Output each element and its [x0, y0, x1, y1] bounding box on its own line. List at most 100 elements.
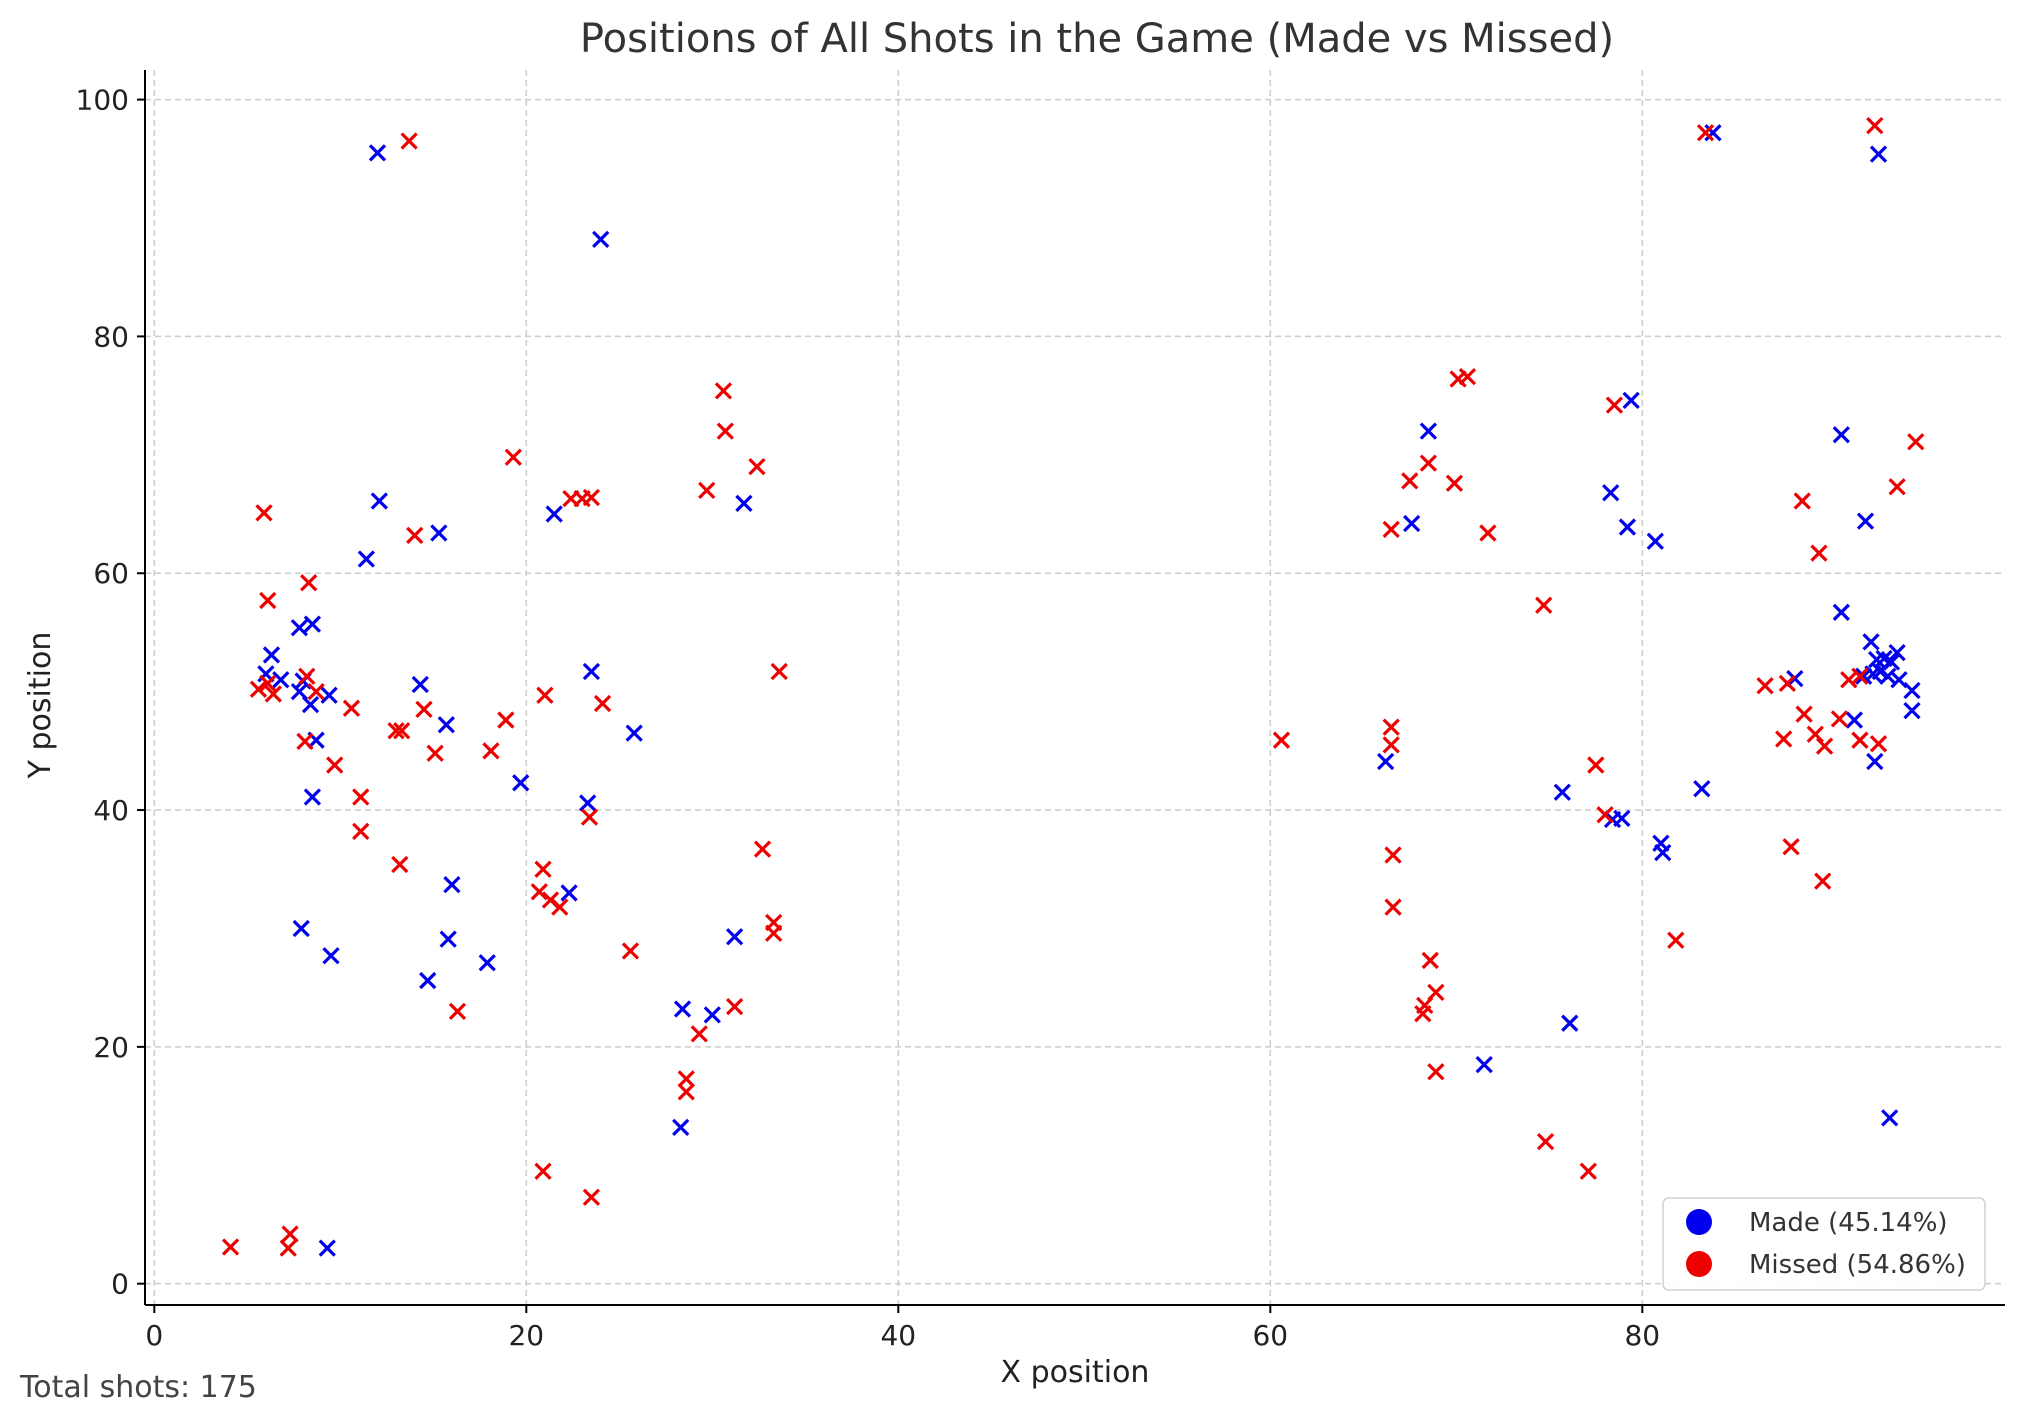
missed-shot-marker	[417, 702, 432, 717]
x-tick-label: 40	[880, 1319, 916, 1352]
made-shot-marker	[1378, 754, 1393, 769]
made-shot-marker	[1882, 1110, 1897, 1125]
made-shot-marker	[1555, 785, 1570, 800]
y-tick-label: 0	[111, 1268, 129, 1301]
missed-shot-marker	[1423, 953, 1438, 968]
made-shot-marker	[1404, 516, 1419, 531]
missed-shot-marker	[1538, 1134, 1553, 1149]
missed-shot-marker	[1852, 733, 1867, 748]
made-shot-marker	[294, 921, 309, 936]
missed-shot-marker	[1908, 434, 1923, 449]
missed-shot-marker	[297, 734, 312, 749]
made-shot-marker	[547, 507, 562, 522]
missed-shot-marker	[1758, 678, 1773, 693]
made-shot-marker	[292, 620, 307, 635]
missed-shot-marker	[1386, 848, 1401, 863]
legend: Made (45.14%) Missed (54.86%)	[1663, 1198, 1985, 1290]
missed-shot-marker	[353, 790, 368, 805]
missed-shot-marker	[1780, 676, 1795, 691]
made-shot-marker	[1864, 634, 1879, 649]
missed-shot-marker	[755, 842, 770, 857]
missed-shot-marker	[1402, 473, 1417, 488]
axes	[137, 70, 2005, 1313]
missed-shot-marker	[1384, 522, 1399, 537]
made-shot-marker	[1905, 683, 1920, 698]
missed-shot-marker	[1817, 739, 1832, 754]
missed-shot-marker	[1428, 1064, 1443, 1079]
made-shot-marker	[1620, 520, 1635, 535]
made-shot-marker	[444, 877, 459, 892]
made-shot-marker	[359, 552, 374, 567]
missed-shot-marker	[1776, 732, 1791, 747]
made-shot-marker	[305, 617, 320, 632]
missed-shot-marker	[1386, 900, 1401, 915]
made-shot-marker	[1603, 485, 1618, 500]
missed-shot-marker	[407, 528, 422, 543]
missed-shot-marker	[699, 483, 714, 498]
missed-shot-marker	[281, 1241, 296, 1256]
missed-shot-marker	[1815, 874, 1830, 889]
y-tick-label: 80	[93, 320, 129, 353]
legend-made-swatch	[1686, 1209, 1712, 1235]
tick-labels: 0 20 40 60 80020406080100	[76, 84, 1661, 1352]
missed-shot-marker	[766, 915, 781, 930]
made-shot-marker	[320, 1241, 335, 1256]
made-shot-marker	[675, 1001, 690, 1016]
missed-shot-marker	[428, 746, 443, 761]
missed-shot-marker	[498, 713, 513, 728]
missed-shot-marker	[483, 743, 498, 758]
made-shot-marker	[420, 973, 435, 988]
y-tick-label: 20	[93, 1031, 129, 1064]
made-shot-marker	[273, 672, 288, 687]
missed-shot-marker	[727, 999, 742, 1014]
made-shot-marker	[439, 717, 454, 732]
made-shot-marker	[1891, 672, 1906, 687]
missed-shot-marker	[1384, 737, 1399, 752]
total-shots-label: Total shots: 175	[20, 1370, 257, 1405]
chart-title: Positions of All Shots in the Game (Made…	[580, 16, 1614, 62]
made-shot-marker	[1562, 1016, 1577, 1031]
missed-shot-marker	[257, 505, 272, 520]
made-shot-marker	[305, 790, 320, 805]
missed-shot-marker	[718, 424, 733, 439]
made-shot-marker	[1847, 713, 1862, 728]
missed-shot-marker	[1795, 494, 1810, 509]
y-tick-label: 40	[93, 794, 129, 827]
missed-shot-marker	[1421, 456, 1436, 471]
missed-shot-marker	[1384, 720, 1399, 735]
x-tick-label: 20	[508, 1319, 544, 1352]
missed-shot-marker	[402, 134, 417, 149]
made-shot-marker	[727, 929, 742, 944]
y-tick-label: 60	[93, 557, 129, 590]
legend-missed-label: Missed (54.86%)	[1749, 1250, 1966, 1280]
x-axis-label: X position	[1001, 1355, 1150, 1390]
missed-shot-marker	[327, 758, 342, 773]
missed-shot-marker	[536, 1164, 551, 1179]
missed-shot-marker	[1808, 727, 1823, 742]
made-shot-marker	[1905, 703, 1920, 718]
missed-shot-marker	[772, 664, 787, 679]
made-shot-marker	[370, 145, 385, 160]
missed-shot-marker	[692, 1026, 707, 1041]
missed-shot-marker	[223, 1239, 238, 1254]
made-shot-marker	[627, 726, 642, 741]
made-shot-marker	[480, 955, 495, 970]
made-shot-marker	[1880, 669, 1895, 684]
missed-shot-marker	[584, 490, 599, 505]
made-shot-marker	[264, 647, 279, 662]
missed-shot-marker	[749, 459, 764, 474]
missed-shot-marker	[1581, 1164, 1596, 1179]
made-shot-marker	[580, 795, 595, 810]
missed-shot-marker	[1428, 985, 1443, 1000]
made-shot-marker	[1648, 534, 1663, 549]
missed-shot-marker	[552, 900, 567, 915]
made-shot-marker	[1655, 845, 1670, 860]
missed-shot-marker	[301, 575, 316, 590]
made-shot-marker	[1421, 424, 1436, 439]
missed-shot-marker	[1668, 933, 1683, 948]
missed-shot-marker	[679, 1071, 694, 1086]
made-shot-marker	[562, 885, 577, 900]
missed-shot-marker	[582, 810, 597, 825]
x-tick-label: 80	[1624, 1319, 1660, 1352]
made-shot-marker	[1871, 147, 1886, 162]
